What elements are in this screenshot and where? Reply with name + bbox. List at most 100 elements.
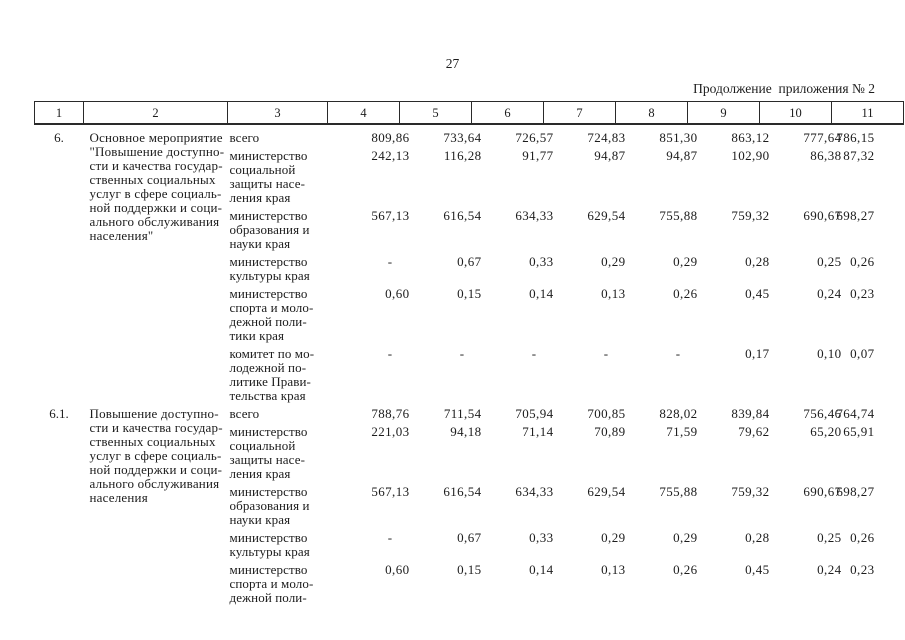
- value-cell: 759,32: [731, 208, 770, 223]
- value-cell: 0,24: [817, 286, 842, 301]
- column-number-cell: 1: [34, 101, 84, 125]
- value-cell: 690,67: [803, 208, 842, 223]
- value-cell: 0,28: [745, 530, 770, 545]
- value-cell: 86,38: [810, 148, 842, 163]
- value-cell: 242,13: [371, 148, 410, 163]
- value-cell: 0,23: [850, 286, 875, 301]
- value-cell: 0,26: [673, 562, 698, 577]
- agency-cell: министерство спорта и моло- дежной поли-…: [229, 286, 314, 343]
- value-cell: 0,15: [457, 286, 482, 301]
- value-cell: 0,07: [850, 346, 875, 361]
- table-row: министерство социальной защиты насе- лен…: [35, 425, 904, 485]
- agency-cell: министерство социальной защиты насе- лен…: [229, 148, 308, 205]
- agency-cell: комитет по мо- лодежной по- литике Прави…: [229, 346, 315, 403]
- agency-cell: министерство социальной защиты насе- лен…: [229, 424, 308, 481]
- value-cell: 0,60: [385, 562, 410, 577]
- value-cell: 94,18: [450, 424, 482, 439]
- value-cell: 0,10: [817, 346, 842, 361]
- value-cell: 755,88: [659, 484, 698, 499]
- column-number-cell: 3: [227, 101, 328, 125]
- value-cell: 690,67: [803, 484, 842, 499]
- value-cell: -: [603, 346, 609, 361]
- table-row: министерство образования и науки края 56…: [35, 209, 904, 255]
- column-number-cell: 11: [831, 101, 904, 125]
- value-cell: 0,29: [601, 254, 626, 269]
- value-cell: 65,91: [843, 424, 875, 439]
- value-cell: 616,54: [443, 484, 482, 499]
- value-cell: 0,29: [673, 530, 698, 545]
- table-row: министерство образования и науки края 56…: [35, 485, 904, 531]
- column-number-cell: 8: [615, 101, 688, 125]
- agency-cell: всего: [229, 406, 260, 421]
- value-cell: -: [387, 254, 393, 269]
- value-cell: 0,33: [529, 530, 554, 545]
- value-cell: 629,54: [587, 208, 626, 223]
- table-row: 6. Основное мероприятие "Повышение досту…: [35, 124, 904, 243]
- value-cell: 0,33: [529, 254, 554, 269]
- value-cell: 755,88: [659, 208, 698, 223]
- value-cell: 0,67: [457, 254, 482, 269]
- agency-cell: министерство образования и науки края: [229, 208, 310, 251]
- value-cell: 634,33: [515, 208, 554, 223]
- value-cell: 0,45: [745, 286, 770, 301]
- value-cell: 786,15: [836, 130, 875, 145]
- column-number-row: 1 2 3 4 5 6 7 8 9 10 11: [34, 101, 904, 125]
- column-number-cell: 6: [471, 101, 544, 125]
- value-cell: -: [459, 346, 465, 361]
- value-cell: 70,89: [594, 424, 626, 439]
- value-cell: 65,20: [810, 424, 842, 439]
- value-cell: 0,25: [817, 254, 842, 269]
- value-cell: 0,23: [850, 562, 875, 577]
- value-cell: 634,33: [515, 484, 554, 499]
- value-cell: 0,60: [385, 286, 410, 301]
- value-cell: 698,27: [836, 208, 875, 223]
- value-cell: 0,26: [850, 530, 875, 545]
- value-cell: 700,85: [587, 406, 626, 421]
- value-cell: 94,87: [594, 148, 626, 163]
- value-cell: 0,29: [601, 530, 626, 545]
- agency-cell: министерство культуры края: [229, 254, 310, 283]
- value-cell: 0,14: [529, 562, 554, 577]
- column-number-cell: 2: [83, 101, 228, 125]
- value-cell: 756,46: [803, 406, 842, 421]
- agency-cell: всего: [229, 130, 260, 145]
- value-cell: 616,54: [443, 208, 482, 223]
- value-cell: 79,62: [738, 424, 770, 439]
- value-cell: 705,94: [515, 406, 554, 421]
- value-cell: 788,76: [371, 406, 410, 421]
- value-cell: 116,28: [443, 148, 482, 163]
- column-number-cell: 5: [399, 101, 472, 125]
- value-cell: -: [387, 346, 393, 361]
- section-title-cell: Повышение доступно- сти и качества госуд…: [89, 406, 223, 505]
- value-cell: 0,26: [673, 286, 698, 301]
- value-cell: 94,87: [666, 148, 698, 163]
- table-body: 6. Основное мероприятие "Повышение досту…: [35, 124, 904, 609]
- value-cell: 828,02: [659, 406, 698, 421]
- column-number-cell: 9: [687, 101, 760, 125]
- data-table: 1 2 3 4 5 6 7 8 9 10 11 6. Основное меро…: [34, 101, 904, 609]
- value-cell: 711,54: [443, 406, 482, 421]
- value-cell: 71,59: [666, 424, 698, 439]
- value-cell: 0,28: [745, 254, 770, 269]
- table-row: министерство социальной защиты насе- лен…: [35, 149, 904, 209]
- table-row: министерство спорта и моло- дежной поли-…: [35, 563, 904, 609]
- table-row: министерство культуры края - 0,67 0,33 0…: [35, 255, 904, 287]
- value-cell: 764,74: [836, 406, 875, 421]
- value-cell: -: [387, 530, 393, 545]
- table-row: министерство культуры края - 0,67 0,33 0…: [35, 531, 904, 563]
- value-cell: 0,67: [457, 530, 482, 545]
- column-number-cell: 4: [327, 101, 400, 125]
- value-cell: 698,27: [836, 484, 875, 499]
- value-cell: 71,14: [522, 424, 554, 439]
- value-cell: 0,29: [673, 254, 698, 269]
- value-cell: 863,12: [731, 130, 770, 145]
- table-row: 6.1. Повышение доступно- сти и качества …: [35, 406, 904, 505]
- column-number-cell: 7: [543, 101, 616, 125]
- row-number-cell: 6.: [54, 130, 64, 145]
- table-row: комитет по мо- лодежной по- литике Прави…: [35, 347, 904, 407]
- value-cell: 567,13: [371, 484, 410, 499]
- row-number-cell: 6.1.: [49, 406, 69, 421]
- value-cell: 839,84: [731, 406, 770, 421]
- value-cell: 0,15: [457, 562, 482, 577]
